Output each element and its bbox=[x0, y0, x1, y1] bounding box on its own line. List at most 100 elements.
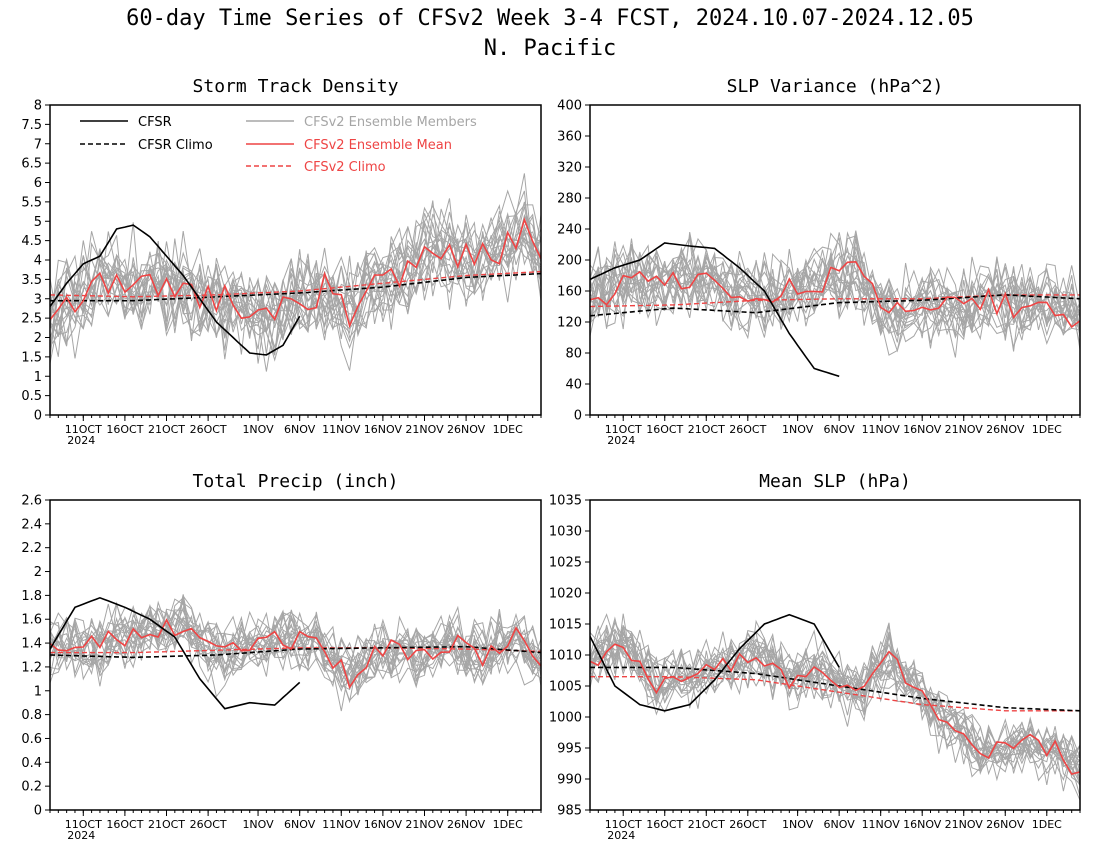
x-tick-label: 1NOV bbox=[782, 818, 814, 831]
legend: CFSR CFSR Climo CFSv2 Ensemble Members CFSv… bbox=[80, 115, 477, 175]
panel-title: Storm Track Density bbox=[193, 76, 399, 97]
plot-area bbox=[50, 594, 541, 712]
y-tick-label: 4.5 bbox=[21, 234, 42, 249]
y-tick-label: 990 bbox=[557, 773, 582, 788]
series-line-cfsv2-ensemble-mean bbox=[50, 618, 541, 689]
plot-frame bbox=[49, 499, 542, 811]
panel-title: Mean SLP (hPa) bbox=[759, 471, 911, 492]
panel-3: Total Precip (inch) 0 0.2 0.4 0.6 0.8 1 1.2 1.4 1… bbox=[21, 471, 542, 842]
y-tick-label: 0 bbox=[34, 409, 42, 424]
y-tick-label: 0.5 bbox=[21, 389, 42, 404]
figure-title: 60-day Time Series of CFSv2 Week 3-4 FCS… bbox=[126, 6, 974, 31]
y-tick-label: 2.4 bbox=[21, 517, 42, 532]
legend-label-cfsr-climo: CFSR Climo bbox=[138, 138, 213, 153]
ensemble-member-line bbox=[50, 600, 541, 691]
y-tick-label: 1.4 bbox=[21, 637, 42, 652]
series-line-cfsr bbox=[50, 224, 301, 356]
ensemble-member-line bbox=[50, 204, 541, 364]
y-tick-label: 0.4 bbox=[21, 756, 42, 771]
y-tick-label: 120 bbox=[557, 316, 582, 331]
y-tick-label: 2 bbox=[34, 565, 42, 580]
x-tick-label: 16OCT bbox=[646, 818, 683, 831]
plot-area bbox=[590, 613, 1080, 801]
x-tick-label: 1DEC bbox=[1032, 818, 1062, 831]
series-line-cfsv2-ensemble-mean bbox=[590, 643, 1080, 776]
x-tick-label: 1DEC bbox=[1032, 423, 1062, 436]
y-tick-label: 4 bbox=[34, 254, 42, 269]
x-tick-label: 6NOV bbox=[284, 423, 316, 436]
y-tick-label: 160 bbox=[557, 285, 582, 300]
x-tick-year: 2024 bbox=[67, 434, 95, 447]
x-tick-label: 11NOV bbox=[862, 818, 901, 831]
ensemble-member-line bbox=[50, 611, 541, 689]
series-line-cfsr bbox=[50, 596, 301, 710]
x-tick-label: 21OCT bbox=[688, 423, 725, 436]
x-tick-label: 11OCT bbox=[605, 423, 642, 436]
y-tick-label: 1.6 bbox=[21, 613, 42, 628]
y-tick-label: 0.8 bbox=[21, 708, 42, 723]
x-tick-label: 16OCT bbox=[106, 818, 143, 831]
ensemble-member-line bbox=[590, 621, 1080, 768]
ensemble-member-line bbox=[50, 596, 541, 691]
x-tick-label: 1NOV bbox=[782, 423, 814, 436]
ensemble-member-line bbox=[590, 613, 1080, 775]
x-tick-label: 16OCT bbox=[646, 423, 683, 436]
x-tick-label: 11NOV bbox=[862, 423, 901, 436]
x-tick-label: 21NOV bbox=[945, 423, 984, 436]
x-tick-label: 1NOV bbox=[242, 818, 274, 831]
series-line-cfsv2-ensemble-mean bbox=[590, 260, 1080, 329]
y-tick-label: 1000 bbox=[549, 711, 582, 726]
y-tick-label: 995 bbox=[557, 742, 582, 757]
y-tick-label: 2 bbox=[34, 331, 42, 346]
y-tick-label: 1.5 bbox=[21, 350, 42, 365]
x-tick-label: 6NOV bbox=[284, 818, 316, 831]
y-tick-label: 0.6 bbox=[21, 732, 42, 747]
plot-frame bbox=[589, 104, 1081, 416]
x-tick-label: 16NOV bbox=[903, 423, 942, 436]
y-tick-label: 80 bbox=[565, 347, 582, 362]
panel-2: SLP Variance (hPa^2) 0 40 80 120 160 200 240 280… bbox=[557, 76, 1081, 447]
x-tick-label: 11OCT bbox=[65, 423, 102, 436]
x-tick-label: 26NOV bbox=[447, 423, 486, 436]
y-tick-label: 6.5 bbox=[21, 157, 42, 172]
series-line-cfsv2-climo bbox=[50, 647, 541, 654]
x-tick-label: 21NOV bbox=[405, 818, 444, 831]
x-tick-label: 11OCT bbox=[65, 818, 102, 831]
x-tick-label: 21OCT bbox=[148, 423, 185, 436]
series-line-cfsv2-ensemble-mean bbox=[50, 217, 541, 329]
x-tick-label: 26NOV bbox=[986, 423, 1025, 436]
y-tick-label: 1020 bbox=[549, 587, 582, 602]
ensemble-member-line bbox=[590, 638, 1080, 784]
legend-label-mean: CFSv2 Ensemble Mean bbox=[304, 138, 452, 153]
x-tick-label: 21NOV bbox=[405, 423, 444, 436]
series-line-cfsr-climo bbox=[590, 666, 1080, 712]
ensemble-member-line bbox=[590, 241, 1080, 336]
y-tick-label: 5.5 bbox=[21, 195, 42, 210]
x-tick-label: 11OCT bbox=[605, 818, 642, 831]
ensemble-member-line bbox=[50, 210, 541, 335]
series-line-cfsr-climo bbox=[50, 645, 541, 659]
y-tick-label: 2.6 bbox=[21, 494, 42, 509]
y-tick-label: 1 bbox=[34, 370, 42, 385]
y-tick-label: 3 bbox=[34, 292, 42, 307]
y-tick-label: 7.5 bbox=[21, 118, 42, 133]
x-tick-label: 1NOV bbox=[242, 423, 274, 436]
y-tick-label: 1030 bbox=[549, 525, 582, 540]
y-tick-label: 1.2 bbox=[21, 660, 42, 675]
y-tick-label: 1010 bbox=[549, 649, 582, 664]
x-tick-label: 16NOV bbox=[364, 423, 403, 436]
ensemble-member-line bbox=[590, 248, 1080, 349]
x-tick-label: 16NOV bbox=[364, 818, 403, 831]
panel-title: SLP Variance (hPa^2) bbox=[727, 76, 944, 97]
x-tick-label: 1DEC bbox=[493, 423, 523, 436]
x-tick-label: 21OCT bbox=[148, 818, 185, 831]
series-line-cfsr-climo bbox=[590, 294, 1080, 317]
legend-label-cfsr: CFSR bbox=[138, 115, 172, 130]
y-tick-label: 1035 bbox=[549, 494, 582, 509]
y-tick-label: 0.2 bbox=[21, 780, 42, 795]
y-tick-label: 985 bbox=[557, 804, 582, 819]
x-tick-label: 26NOV bbox=[986, 818, 1025, 831]
legend-label-members: CFSv2 Ensemble Members bbox=[304, 115, 477, 130]
y-tick-label: 240 bbox=[557, 223, 582, 238]
